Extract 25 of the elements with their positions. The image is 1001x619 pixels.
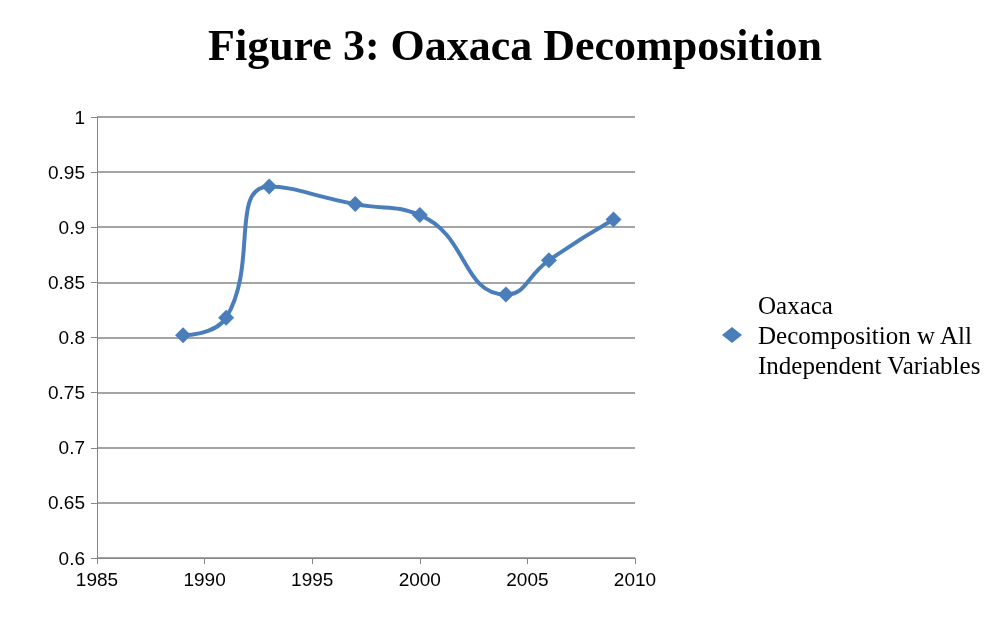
x-tick-label: 1990 (183, 569, 226, 590)
point (347, 196, 364, 213)
y-tick-label: 0.8 (58, 327, 85, 348)
legend-label: Oaxaca Decomposition w All Independent Variables (758, 291, 981, 379)
y-tick-label: 0.6 (58, 547, 85, 569)
y-tick-label: 0.75 (48, 382, 85, 404)
x-tick-label: 2010 (613, 569, 657, 590)
y-tick-label: 0.85 (48, 271, 85, 293)
chart-title: Figure 3: Oaxaca Decomposition (208, 20, 822, 70)
y-tick-label: 1 (74, 106, 85, 128)
x-tick-label: 2000 (398, 569, 441, 590)
x-tick-label: 1985 (75, 569, 119, 590)
point (411, 207, 428, 224)
point (175, 327, 192, 344)
x-tick-label: 2005 (506, 569, 549, 590)
y-tick-label: 0.9 (58, 216, 85, 238)
x-tick-label: 1995 (291, 569, 334, 590)
point (497, 286, 514, 303)
y-tick-label: 0.65 (48, 492, 85, 514)
y-tick-label: 0.95 (48, 161, 85, 183)
y-tick-label: 0.7 (58, 437, 85, 459)
point (605, 211, 622, 228)
point (261, 178, 278, 195)
point (218, 309, 235, 326)
point (540, 252, 557, 269)
